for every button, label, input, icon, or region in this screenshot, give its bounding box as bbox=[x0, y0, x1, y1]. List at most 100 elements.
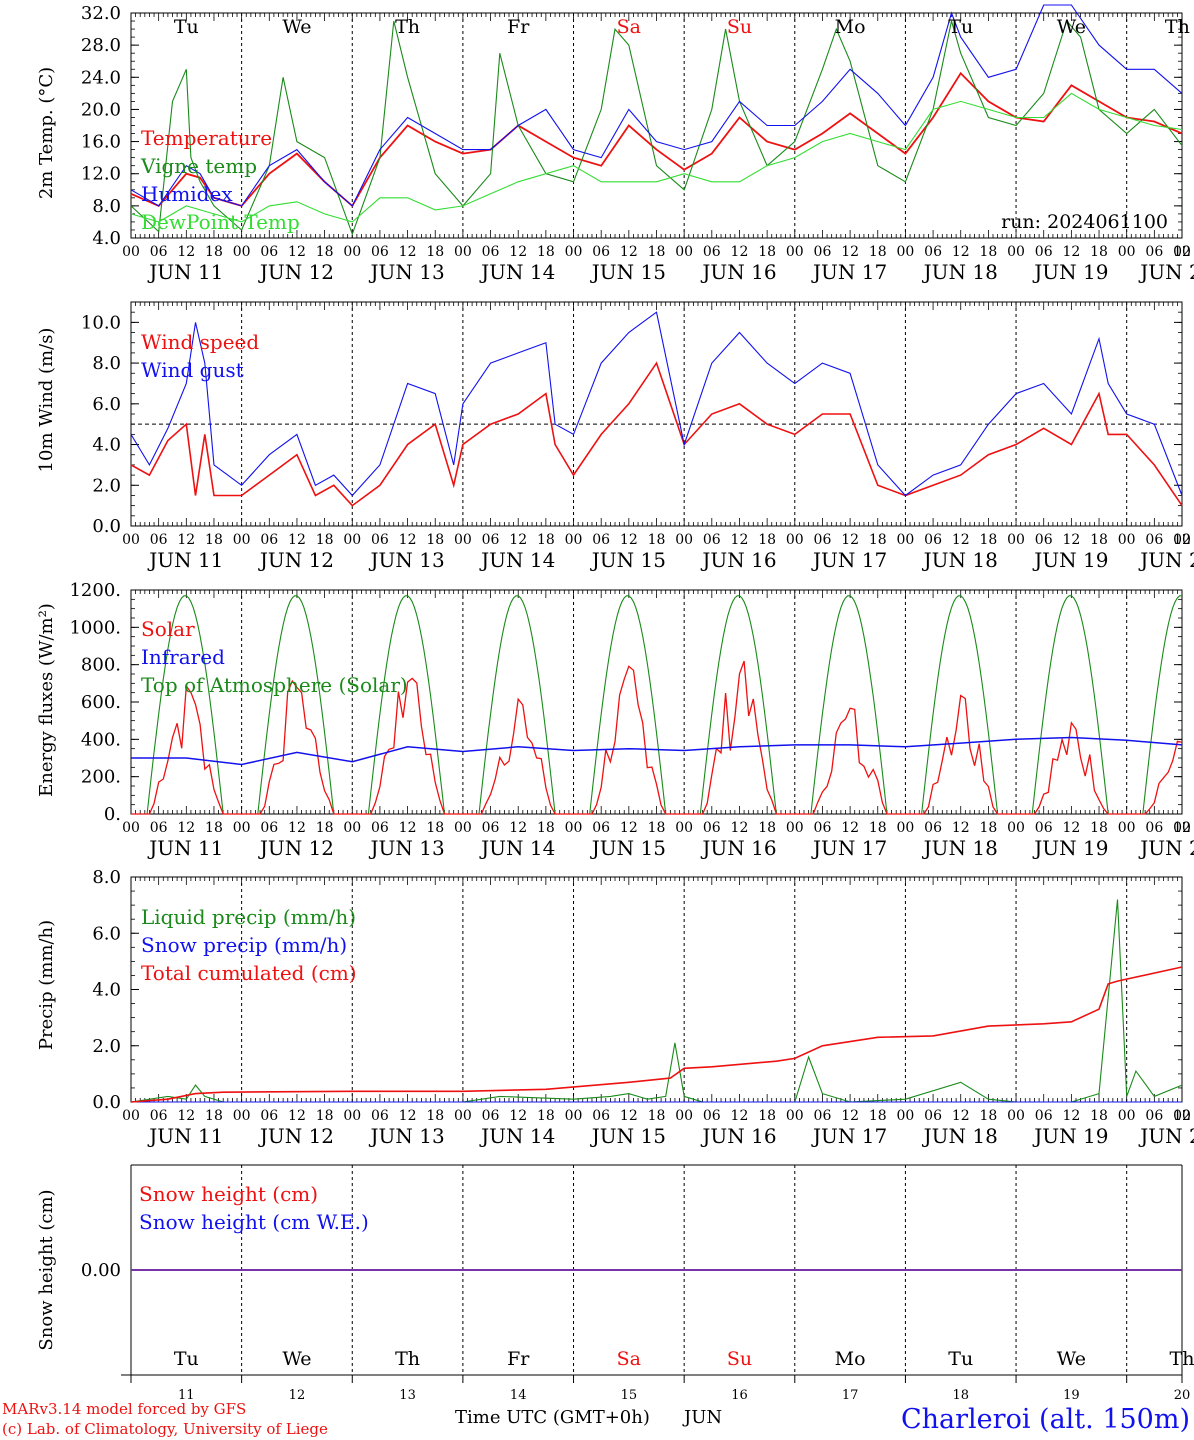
hour-tick-label: 00 bbox=[343, 820, 361, 836]
hour-tick-label: 06 bbox=[592, 244, 610, 260]
panel-frame bbox=[130, 589, 1183, 815]
y-tick-label: 0.00 bbox=[81, 1260, 121, 1281]
hour-tick-label: 06 bbox=[1035, 820, 1053, 836]
date-label: JUN 20 bbox=[1138, 260, 1194, 284]
series-line-wind-gust bbox=[130, 311, 1183, 497]
date-label: JUN 16 bbox=[700, 1124, 776, 1148]
day-number-label: 17 bbox=[842, 1388, 859, 1403]
hour-tick-label: 18 bbox=[758, 820, 776, 836]
hour-tick-label: 12 bbox=[509, 532, 527, 548]
weekday-label: Tu bbox=[174, 1348, 199, 1370]
legend-entry: Humidex bbox=[141, 182, 233, 206]
hour-tick-label: 00 bbox=[897, 532, 915, 548]
hour-tick-label: 00 bbox=[786, 820, 804, 836]
day-number-label: 13 bbox=[399, 1388, 416, 1403]
hour-tick-label: 12 bbox=[509, 1108, 527, 1124]
date-label: JUN 14 bbox=[479, 548, 555, 572]
hour-tick-label: 12 bbox=[731, 244, 749, 260]
y-tick-label: 200. bbox=[81, 767, 121, 788]
hour-tick-label: 06 bbox=[1035, 1108, 1053, 1124]
hour-tick-label: 12 bbox=[177, 244, 195, 260]
hour-tick-label: 12 bbox=[399, 820, 417, 836]
hour-tick-label: 18 bbox=[758, 532, 776, 548]
legend-entry: Infrared bbox=[141, 645, 225, 669]
hour-tick-label: 00 bbox=[1007, 1108, 1025, 1124]
hour-tick-label: 00 bbox=[1173, 1108, 1191, 1124]
hour-tick-label: 00 bbox=[1007, 820, 1025, 836]
hour-tick-label: 18 bbox=[1090, 244, 1108, 260]
hour-tick-label: 06 bbox=[260, 1108, 278, 1124]
hour-tick-label: 12 bbox=[1173, 1108, 1191, 1124]
legend-entry: Top of Atmosphere (Solar) bbox=[141, 673, 408, 697]
y-tick-label: 28.0 bbox=[81, 35, 121, 56]
hour-tick-label: 12 bbox=[620, 1108, 638, 1124]
hour-tick-label: 00 bbox=[675, 1108, 693, 1124]
y-tick-label: 400. bbox=[81, 729, 121, 750]
series-line-total-cumulated-cm- bbox=[130, 966, 1183, 1103]
hour-tick-label: 00 bbox=[343, 1108, 361, 1124]
hour-tick-label: 00 bbox=[233, 244, 251, 260]
hour-tick-label: 00 bbox=[675, 244, 693, 260]
weekday-label: Tu bbox=[174, 16, 199, 38]
hour-tick-label: 12 bbox=[952, 820, 970, 836]
hour-tick-label: 12 bbox=[399, 1108, 417, 1124]
hour-tick-label: 18 bbox=[316, 820, 334, 836]
hour-tick-label: 18 bbox=[1090, 1108, 1108, 1124]
hour-tick-label: 06 bbox=[592, 1108, 610, 1124]
series-line-liquid-precip-mm-h- bbox=[130, 899, 1183, 1103]
hour-tick-label: 00 bbox=[786, 532, 804, 548]
weekday-label: Fr bbox=[507, 16, 530, 38]
weekday-label: Fr bbox=[507, 1348, 530, 1370]
weekday-label: Mo bbox=[835, 1348, 866, 1370]
date-label: JUN 20 bbox=[1138, 548, 1194, 572]
series-line-solar bbox=[131, 660, 1183, 815]
hour-tick-label: 12 bbox=[952, 244, 970, 260]
y-axis-label: Snow height (cm) bbox=[36, 1189, 57, 1350]
hour-tick-label: 00 bbox=[1173, 532, 1191, 548]
hour-tick-label: 06 bbox=[1035, 532, 1053, 548]
date-label: JUN 19 bbox=[1032, 1124, 1108, 1148]
weekday-label: We bbox=[282, 16, 311, 38]
legend-entry: DewPoint Temp bbox=[141, 210, 300, 234]
legend-entry: Temperature bbox=[141, 126, 272, 150]
hour-tick-label: 06 bbox=[924, 244, 942, 260]
y-tick-label: 20.0 bbox=[81, 99, 121, 120]
hour-tick-label: 06 bbox=[703, 244, 721, 260]
hour-tick-label: 12 bbox=[952, 532, 970, 548]
hour-tick-label: 06 bbox=[814, 244, 832, 260]
date-label: JUN 12 bbox=[258, 260, 334, 284]
legend-entry: Snow height (cm) bbox=[139, 1182, 318, 1206]
hour-tick-label: 18 bbox=[758, 244, 776, 260]
y-tick-label: 8.0 bbox=[92, 196, 121, 217]
y-tick-label: 0. bbox=[104, 804, 121, 825]
hour-tick-label: 00 bbox=[122, 820, 140, 836]
y-tick-label: 16.0 bbox=[81, 132, 121, 153]
hour-tick-label: 06 bbox=[371, 244, 389, 260]
date-label: JUN 19 bbox=[1032, 836, 1108, 860]
hour-tick-label: 12 bbox=[841, 244, 859, 260]
station-label: Charleroi (alt. 150m) bbox=[901, 1404, 1190, 1435]
hour-tick-label: 12 bbox=[509, 820, 527, 836]
date-label: JUN 19 bbox=[1032, 260, 1108, 284]
y-tick-label: 4.0 bbox=[92, 228, 121, 249]
hour-tick-label: 18 bbox=[979, 1108, 997, 1124]
hour-tick-label: 00 bbox=[122, 1108, 140, 1124]
hour-tick-label: 00 bbox=[786, 244, 804, 260]
hour-tick-label: 06 bbox=[814, 1108, 832, 1124]
hour-tick-label: 00 bbox=[1007, 244, 1025, 260]
hour-tick-label: 12 bbox=[288, 532, 306, 548]
date-label: JUN 17 bbox=[811, 260, 887, 284]
hour-tick-label: 00 bbox=[454, 244, 472, 260]
weekday-label: Tu bbox=[948, 1348, 973, 1370]
hour-tick-label: 18 bbox=[316, 1108, 334, 1124]
hour-tick-label: 12 bbox=[731, 532, 749, 548]
hour-tick-label: 12 bbox=[288, 1108, 306, 1124]
date-label: JUN 15 bbox=[590, 836, 666, 860]
legend-entry: Wind gust bbox=[141, 358, 244, 382]
hour-tick-label: 18 bbox=[979, 532, 997, 548]
hour-tick-label: 00 bbox=[565, 1108, 583, 1124]
hour-tick-label: 18 bbox=[205, 244, 223, 260]
date-label: JUN 18 bbox=[922, 836, 998, 860]
weekday-label: Th bbox=[1165, 16, 1190, 38]
